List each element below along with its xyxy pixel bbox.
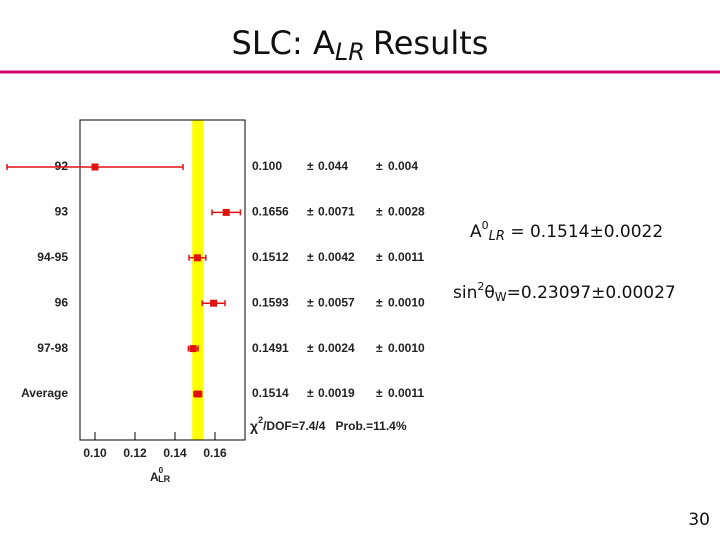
value-label: 0.1593 xyxy=(252,295,289,309)
ann-part: W xyxy=(495,290,507,304)
pm-sign: ± xyxy=(376,159,383,173)
ann-part: = 0.1514±0.0022 xyxy=(505,222,663,242)
value-label: 0.100 xyxy=(252,159,282,173)
row-label: 93 xyxy=(55,205,69,219)
x-tick-label: 0.12 xyxy=(123,446,147,460)
ann-part: =0.23097±0.00027 xyxy=(507,283,676,303)
pm-sign: ± xyxy=(376,341,383,355)
title-sub: LR xyxy=(335,38,365,66)
value-label: 0.1514 xyxy=(252,386,289,400)
ann-part: LR xyxy=(489,229,505,244)
marker xyxy=(210,299,218,307)
row-label: 97-98 xyxy=(37,341,68,355)
marker xyxy=(194,390,202,398)
sys-error-label: 0.004 xyxy=(388,159,418,173)
fit-result: χ2/DOF=7.4/4 Prob.=11.4% xyxy=(250,415,407,433)
average-band xyxy=(192,120,204,440)
fit-part: /DOF=7.4/4 xyxy=(263,419,326,433)
marker xyxy=(222,208,230,216)
sin-annotation: sin2θW=0.23097±0.00027 xyxy=(453,280,676,304)
stat-error-label: 0.0024 xyxy=(318,341,355,355)
fit-part: χ xyxy=(250,418,258,434)
x-tick-label: 0.16 xyxy=(203,446,227,460)
title-main: SLC: A xyxy=(232,24,335,62)
xlabel-part: LR xyxy=(158,474,170,484)
pm-sign: ± xyxy=(307,205,314,219)
title-rest: Results xyxy=(373,24,489,62)
sys-error-label: 0.0010 xyxy=(388,295,425,309)
stat-error-label: 0.0019 xyxy=(318,386,355,400)
marker xyxy=(189,345,197,353)
sys-error-label: 0.0011 xyxy=(388,386,424,400)
pm-sign: ± xyxy=(376,295,383,309)
sys-error-label: 0.0011 xyxy=(388,250,424,264)
xlabel-part: 0 xyxy=(159,466,164,475)
ann-part: A xyxy=(470,222,482,242)
ann-part: 2 xyxy=(477,280,484,293)
pm-sign: ± xyxy=(307,159,314,173)
row-label: Average xyxy=(21,386,68,400)
sys-error-label: 0.0010 xyxy=(388,341,425,355)
x-axis-label: A0 LR xyxy=(150,466,171,484)
value-label: 0.1512 xyxy=(252,250,289,264)
alr-annotation: A0LR = 0.1514±0.0022 xyxy=(470,219,663,244)
sys-error-label: 0.0028 xyxy=(388,205,425,219)
x-tick-label: 0.10 xyxy=(83,446,107,460)
stat-error-label: 0.0071 xyxy=(318,205,355,219)
stat-error-label: 0.0057 xyxy=(318,295,355,309)
pm-sign: ± xyxy=(376,386,383,400)
x-tick-label: 0.14 xyxy=(163,446,187,460)
row-label: 94-95 xyxy=(37,250,68,264)
plot-frame xyxy=(79,119,246,441)
value-label: 0.1491 xyxy=(252,341,289,355)
row-label: 96 xyxy=(55,295,69,309)
pm-sign: ± xyxy=(307,341,314,355)
pm-sign: ± xyxy=(307,295,314,309)
pm-sign: ± xyxy=(307,386,314,400)
marker xyxy=(91,163,99,171)
slide-title: SLC: ALR Results xyxy=(232,24,489,66)
fit-part: Prob.=11.4% xyxy=(335,419,406,433)
page-number: 30 xyxy=(688,510,710,530)
stat-error-label: 0.0042 xyxy=(318,250,355,264)
pm-sign: ± xyxy=(307,250,314,264)
pm-sign: ± xyxy=(376,205,383,219)
ann-part: sin xyxy=(453,283,477,303)
xlabel-part: A xyxy=(150,470,159,484)
pm-sign: ± xyxy=(376,250,383,264)
marker xyxy=(193,254,201,262)
ann-part: θ xyxy=(484,283,494,303)
fit-part: 2 xyxy=(258,415,263,425)
ann-part: 0 xyxy=(482,219,489,232)
value-label: 0.1656 xyxy=(252,205,289,219)
stat-error-label: 0.044 xyxy=(318,159,348,173)
row-label: 92 xyxy=(55,159,69,173)
